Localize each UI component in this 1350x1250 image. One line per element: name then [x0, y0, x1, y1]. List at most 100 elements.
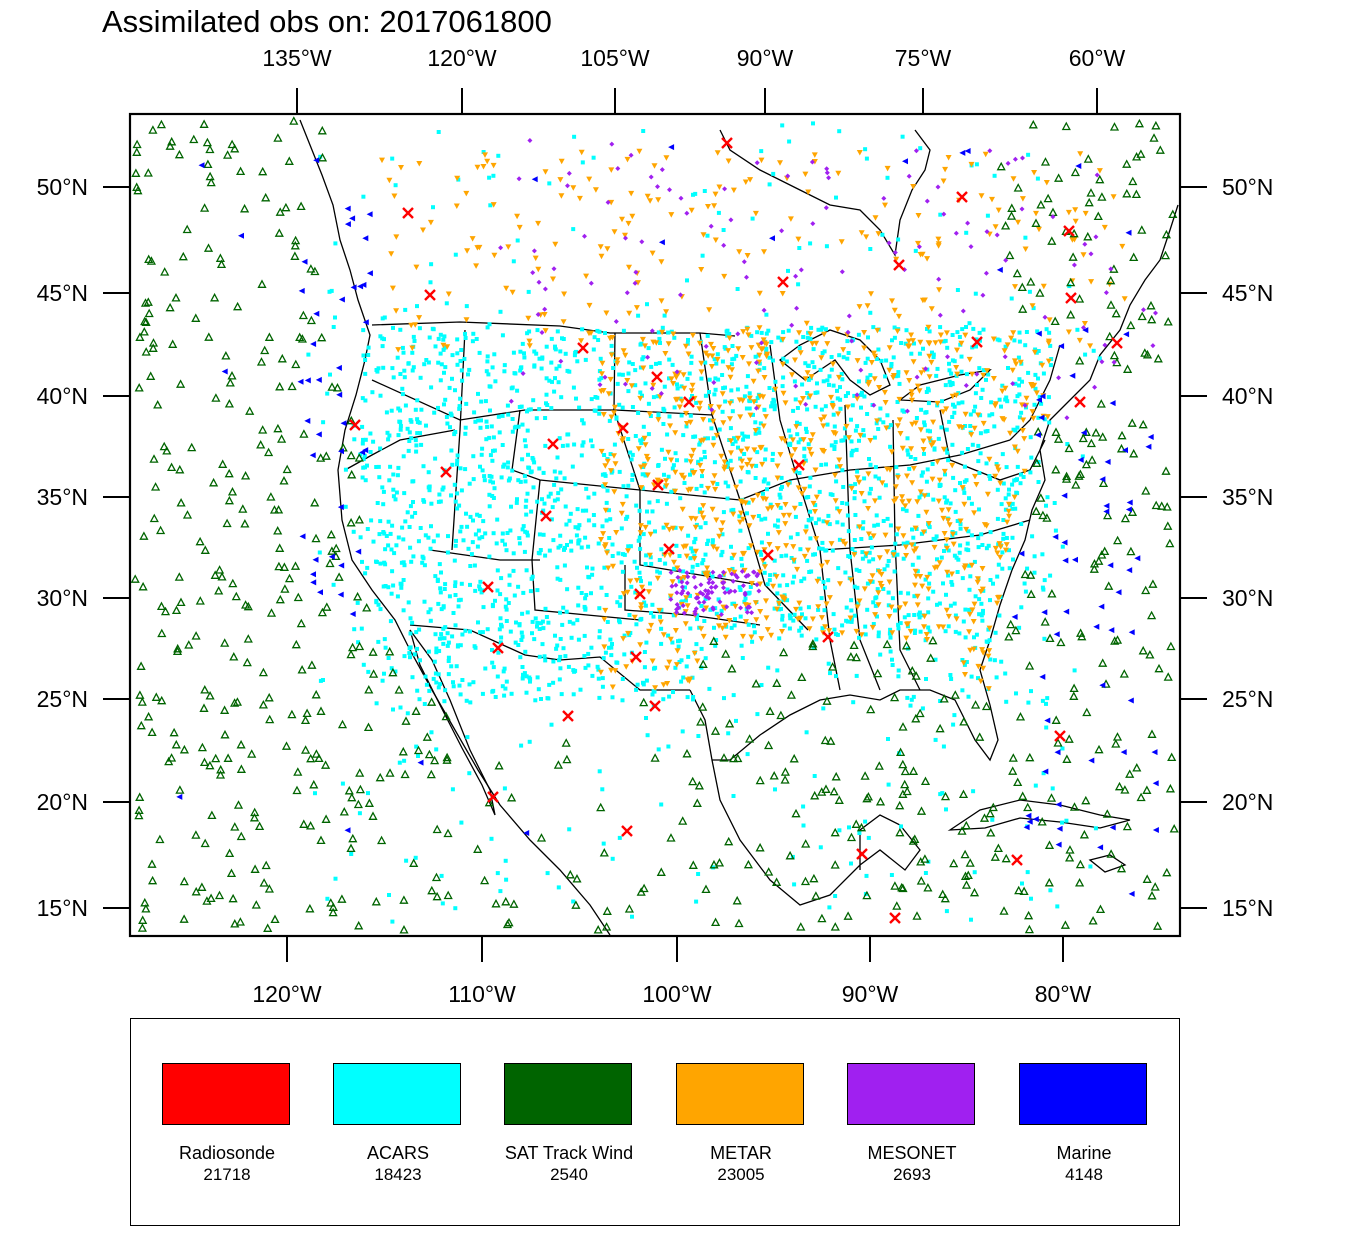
acars-obs-marker [836, 566, 841, 571]
sat-track-wind-obs-marker [265, 714, 275, 724]
acars-obs-marker [816, 327, 821, 332]
sat-track-wind-obs-marker [696, 717, 706, 726]
acars-obs-marker [865, 581, 870, 586]
acars-obs-marker [964, 230, 969, 235]
metar-obs-marker [926, 374, 933, 380]
mesonet-obs-marker [824, 166, 830, 172]
acars-obs-marker [967, 587, 972, 592]
mesonet-obs-marker [953, 230, 959, 236]
acars-obs-marker [500, 531, 505, 536]
acars-obs-marker [849, 619, 854, 624]
acars-obs-marker [914, 416, 919, 420]
mesonet-obs-marker [789, 322, 795, 328]
metar-obs-marker [576, 195, 583, 202]
sat-track-wind-obs-marker [882, 639, 892, 649]
metar-obs-marker [747, 412, 754, 419]
acars-obs-marker [411, 554, 416, 559]
sat-track-wind-obs-marker [207, 810, 217, 820]
acars-obs-marker [917, 351, 922, 356]
acars-obs-marker [402, 368, 407, 373]
acars-obs-marker [520, 457, 525, 462]
sat-track-wind-obs-marker [755, 842, 765, 852]
metar-obs-marker [881, 389, 888, 396]
metar-obs-marker [966, 611, 973, 618]
observation-map: 135°W 120°W 105°W 90°W 75°W 60°W 120°W 1… [37, 45, 1274, 1007]
metar-obs-marker [389, 285, 396, 292]
sat-track-wind-obs-marker [786, 690, 796, 699]
sat-track-wind-obs-marker [296, 201, 306, 211]
marine-obs-marker [1053, 631, 1060, 638]
sat-track-wind-obs-marker [1083, 231, 1093, 241]
metar-obs-marker [650, 382, 657, 389]
acars-obs-marker [525, 610, 530, 615]
sat-track-wind-obs-marker [307, 660, 317, 669]
acars-obs-marker [488, 453, 493, 458]
acars-obs-marker [561, 337, 566, 341]
sat-track-wind-obs-marker [873, 668, 883, 678]
acars-obs-marker [732, 436, 736, 441]
metar-obs-marker [858, 491, 865, 497]
sat-track-wind-obs-marker [215, 565, 225, 574]
metar-obs-marker [809, 432, 816, 438]
acars-obs-marker [780, 123, 785, 128]
sat-track-wind-obs-marker [1167, 752, 1177, 762]
acars-obs-marker [509, 691, 514, 696]
acars-obs-marker [368, 450, 373, 454]
metar-obs-marker [592, 187, 599, 193]
acars-obs-marker [413, 511, 418, 515]
metar-obs-marker [647, 198, 654, 204]
mesonet-obs-marker [803, 401, 809, 407]
metar-obs-marker [782, 521, 789, 527]
metar-obs-marker [975, 412, 982, 418]
sat-track-wind-obs-marker [599, 848, 609, 857]
sat-track-wind-obs-marker [199, 119, 209, 128]
acars-obs-marker [318, 678, 323, 683]
acars-obs-marker [666, 633, 671, 638]
acars-obs-marker [564, 522, 569, 527]
acars-obs-marker [884, 358, 889, 363]
metar-obs-marker [921, 297, 928, 303]
sat-track-wind-obs-marker [791, 808, 801, 818]
sat-track-wind-obs-marker [1065, 853, 1075, 862]
acars-obs-marker [946, 624, 951, 629]
acars-obs-marker [948, 603, 953, 608]
acars-obs-marker [811, 121, 815, 126]
sat-track-wind-obs-marker [400, 769, 410, 779]
acars-obs-marker [823, 404, 828, 409]
acars-obs-marker [894, 465, 899, 470]
acars-obs-marker [744, 406, 749, 411]
metar-obs-marker [752, 210, 759, 217]
acars-obs-marker [787, 139, 792, 144]
sat-track-wind-obs-marker [1112, 635, 1123, 644]
sat-track-wind-obs-marker [149, 454, 159, 463]
sat-track-wind-obs-marker [354, 453, 364, 462]
acars-obs-marker [423, 533, 428, 538]
acars-obs-marker [521, 672, 525, 677]
acars-obs-marker [537, 407, 542, 412]
metar-obs-marker [739, 458, 745, 465]
acars-obs-marker [878, 652, 883, 657]
metar-obs-marker [1011, 444, 1018, 450]
metar-obs-marker [607, 376, 614, 383]
acars-obs-marker [405, 510, 410, 515]
metar-obs-marker [714, 150, 721, 156]
acars-obs-marker [952, 359, 957, 364]
acars-obs-marker [689, 360, 694, 365]
acars-obs-marker [840, 377, 845, 382]
mesonet-obs-marker [703, 343, 709, 349]
acars-obs-marker [832, 627, 837, 632]
sat-track-wind-obs-marker [923, 883, 933, 892]
metar-obs-marker [453, 203, 460, 209]
sat-track-wind-obs-marker [353, 591, 363, 601]
acars-obs-marker [854, 447, 859, 452]
radiosonde-obs-marker [856, 848, 868, 860]
acars-obs-marker [558, 666, 563, 671]
acars-obs-marker [558, 470, 563, 475]
sat-track-wind-obs-marker [1037, 817, 1047, 826]
sat-track-wind-obs-marker [811, 891, 821, 900]
acars-obs-marker [864, 156, 869, 161]
metar-obs-marker [775, 530, 782, 536]
acars-obs-marker [432, 659, 437, 664]
acars-obs-marker [896, 668, 901, 673]
sat-track-wind-obs-marker [849, 640, 859, 650]
